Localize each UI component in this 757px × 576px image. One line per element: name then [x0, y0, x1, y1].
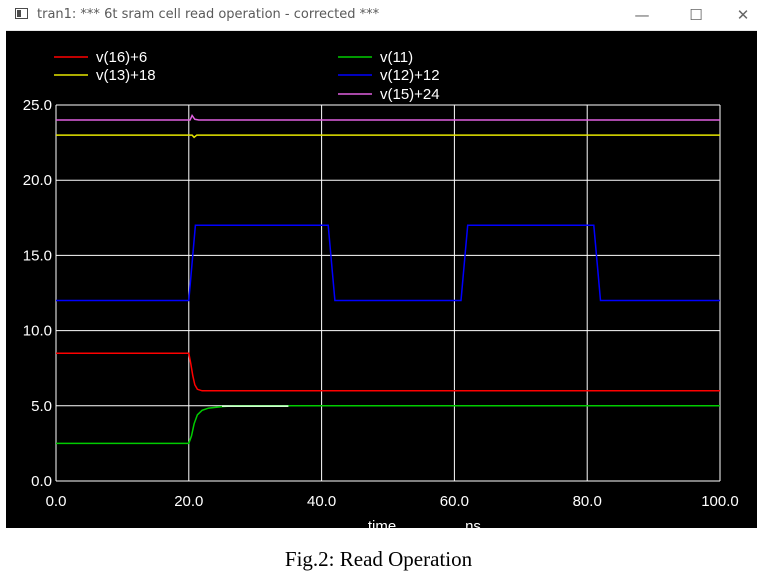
y-tick-label: 10.0: [23, 323, 52, 340]
x-tick-label: 40.0: [307, 493, 336, 510]
legend-label: v(16)+6: [96, 49, 147, 66]
minimize-button[interactable]: —: [634, 6, 650, 24]
series-line: [56, 352, 720, 392]
tick-labels: 0.0 20.0 40.0 60.0 80.0 100.0 0.0 5.0 10.0 15.0 20…: [23, 97, 739, 510]
app-window-icon: [15, 8, 28, 19]
y-tick-label: 25.0: [23, 97, 52, 114]
legend-label: v(13)+18: [96, 67, 156, 84]
figure-caption: Fig.2: Read Operation: [284, 547, 473, 571]
close-button[interactable]: ✕: [736, 6, 750, 24]
series-lines: [56, 113, 720, 445]
x-tick-label: 80.0: [573, 493, 602, 510]
x-tick-label: 60.0: [440, 493, 469, 510]
x-tick-label: 100.0: [701, 493, 739, 510]
y-tick-label: 5.0: [31, 398, 52, 415]
window-title: tran1: *** 6t sram cell read operation -…: [37, 7, 380, 22]
x-axis-unit: ns: [465, 518, 481, 528]
y-tick-label: 20.0: [23, 172, 52, 189]
legend-label: v(11): [380, 49, 413, 66]
series-line: [56, 405, 720, 445]
grid: [55, 104, 721, 482]
x-axis-label: time: [368, 518, 396, 528]
x-tick-label: 20.0: [174, 493, 203, 510]
plot-window: tran1: *** 6t sram cell read operation -…: [6, 0, 757, 528]
legend-label: v(12)+12: [380, 67, 440, 84]
series-line: [56, 134, 720, 139]
title-bar[interactable]: tran1: *** 6t sram cell read operation -…: [6, 0, 757, 31]
y-tick-label: 0.0: [31, 473, 52, 490]
waveform-plot: 0.0 20.0 40.0 60.0 80.0 100.0 0.0 5.0 10.0 15.0 20…: [23, 49, 739, 528]
y-tick-label: 15.0: [23, 247, 52, 264]
series-line: [56, 224, 720, 302]
series-line: [56, 113, 720, 121]
maximize-button[interactable]: ☐: [689, 6, 703, 24]
legend: v(16)+6v(13)+18 v(11)v(12)+12 v(15)+24: [54, 49, 440, 103]
legend-label: v(15)+24: [380, 86, 440, 103]
x-tick-label: 0.0: [46, 493, 67, 510]
